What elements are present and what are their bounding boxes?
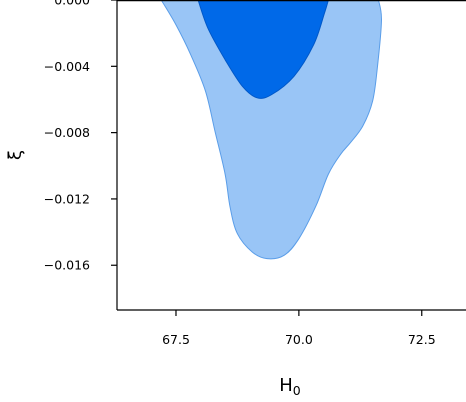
y-tick-label: −0.004 — [44, 59, 90, 74]
x-tick-label: 67.5 — [162, 332, 190, 347]
contour-inner-edge — [197, 0, 329, 99]
contour-outer-fill — [161, 0, 382, 259]
x-axis-label: H0 — [279, 375, 301, 398]
y-tick-label: 0.000 — [54, 0, 90, 8]
y-tick-label: −0.008 — [44, 125, 90, 140]
y-tick-label: −0.016 — [44, 258, 90, 273]
x-tick-label: 70.0 — [285, 332, 313, 347]
contour-regions — [160, 0, 383, 260]
x-tick-label: 72.5 — [408, 332, 436, 347]
ticks: 67.5 70.0 72.5 0.000 −0.004 −0.008 −0.012 −0.01… — [44, 0, 436, 347]
y-axis-label: ξ — [5, 150, 26, 160]
contour-outer-edge — [160, 0, 383, 260]
y-tick-label: −0.012 — [44, 191, 90, 206]
axes — [116, 0, 466, 311]
